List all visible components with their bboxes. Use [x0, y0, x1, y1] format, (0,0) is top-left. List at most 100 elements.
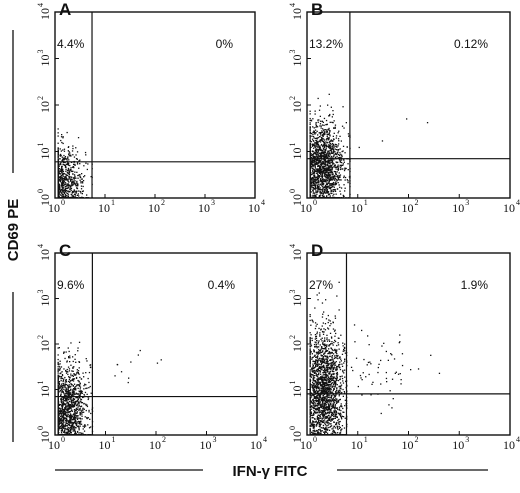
event-dot	[313, 192, 315, 194]
event-dot	[58, 424, 60, 426]
event-dot	[341, 365, 344, 367]
event-dot	[319, 161, 321, 163]
event-dot	[64, 185, 67, 188]
event-dot	[78, 373, 80, 375]
event-dot	[312, 360, 314, 362]
event-dot	[327, 357, 329, 359]
event-dot	[70, 178, 72, 180]
event-dot	[65, 392, 67, 394]
event-dot	[314, 165, 316, 167]
event-dot	[346, 179, 348, 181]
event-dot	[72, 375, 74, 377]
event-dot	[321, 144, 323, 147]
event-dot	[73, 174, 76, 176]
event-dot	[73, 425, 75, 428]
event-dot	[68, 162, 70, 165]
event-dot	[309, 163, 311, 165]
event-dot	[315, 172, 317, 174]
event-dot	[324, 151, 326, 153]
event-dot	[332, 173, 334, 175]
event-dot	[68, 370, 71, 372]
event-dot	[335, 181, 337, 183]
event-dot	[331, 146, 333, 148]
event-dot	[74, 411, 76, 414]
event-dot	[313, 187, 315, 189]
event-dot	[331, 176, 333, 178]
event-dot	[309, 127, 311, 129]
event-dot	[326, 169, 328, 171]
event-dot	[72, 366, 74, 368]
event-dot	[323, 139, 326, 141]
event-dot	[334, 164, 336, 166]
event-dot	[318, 357, 321, 359]
event-dot	[309, 128, 311, 131]
event-dot	[76, 418, 79, 420]
event-dot	[327, 192, 329, 194]
event-dot	[67, 366, 70, 368]
event-dot	[338, 366, 340, 368]
event-dot	[64, 389, 66, 391]
event-dot	[310, 374, 312, 377]
event-dot	[328, 137, 330, 139]
event-dot	[326, 412, 328, 414]
event-dot	[312, 133, 314, 136]
event-dot	[82, 407, 84, 409]
event-dot	[63, 399, 65, 402]
event-dot	[64, 384, 67, 386]
event-dot	[63, 158, 65, 160]
event-dot	[333, 177, 335, 179]
event-dot	[57, 372, 59, 374]
event-dot	[325, 169, 327, 172]
event-dot	[321, 316, 324, 318]
event-dot	[347, 169, 349, 171]
event-dot	[58, 404, 61, 406]
event-dot	[79, 412, 81, 414]
event-dot	[61, 171, 63, 173]
event-dot	[78, 421, 80, 423]
event-dot	[76, 182, 78, 185]
event-dot	[72, 184, 74, 186]
event-dot	[341, 168, 343, 170]
event-dot	[325, 349, 327, 352]
panel-letter: A	[59, 0, 71, 19]
event-dot	[326, 174, 328, 176]
y-tick-label: 10	[38, 386, 52, 398]
event-dot	[62, 182, 64, 184]
event-dot	[68, 153, 70, 156]
event-dot	[75, 432, 77, 435]
event-dot	[61, 374, 64, 377]
event-dot	[337, 177, 339, 179]
event-dot	[68, 378, 71, 381]
event-dot	[334, 351, 337, 353]
event-dot	[59, 186, 61, 188]
y-tick-label: 10	[290, 101, 304, 113]
event-dot	[309, 314, 311, 316]
event-dot	[65, 177, 67, 179]
event-dot	[320, 373, 322, 375]
event-dot	[314, 113, 316, 115]
event-dot	[80, 378, 83, 380]
event-dot	[67, 150, 69, 152]
y-tick-exponent: 0	[288, 189, 297, 193]
event-dot	[77, 177, 79, 179]
event-dot	[63, 191, 66, 193]
event-dot	[324, 156, 326, 158]
event-dot	[336, 425, 338, 427]
event-dot	[342, 164, 344, 166]
y-tick-label-group: 100	[36, 189, 52, 206]
event-dot	[313, 379, 315, 381]
y-tick-label: 10	[38, 295, 52, 307]
event-dot	[313, 130, 315, 132]
event-dot	[316, 169, 318, 172]
event-dot	[310, 191, 312, 193]
y-tick-exponent: 2	[36, 335, 45, 339]
event-dot	[57, 347, 59, 349]
event-dot	[337, 157, 339, 159]
event-dot	[328, 129, 330, 131]
event-dot	[321, 302, 324, 304]
event-dot	[67, 396, 69, 398]
event-dot	[67, 167, 70, 170]
event-dot	[73, 392, 75, 394]
y-tick-label: 10	[38, 8, 52, 20]
